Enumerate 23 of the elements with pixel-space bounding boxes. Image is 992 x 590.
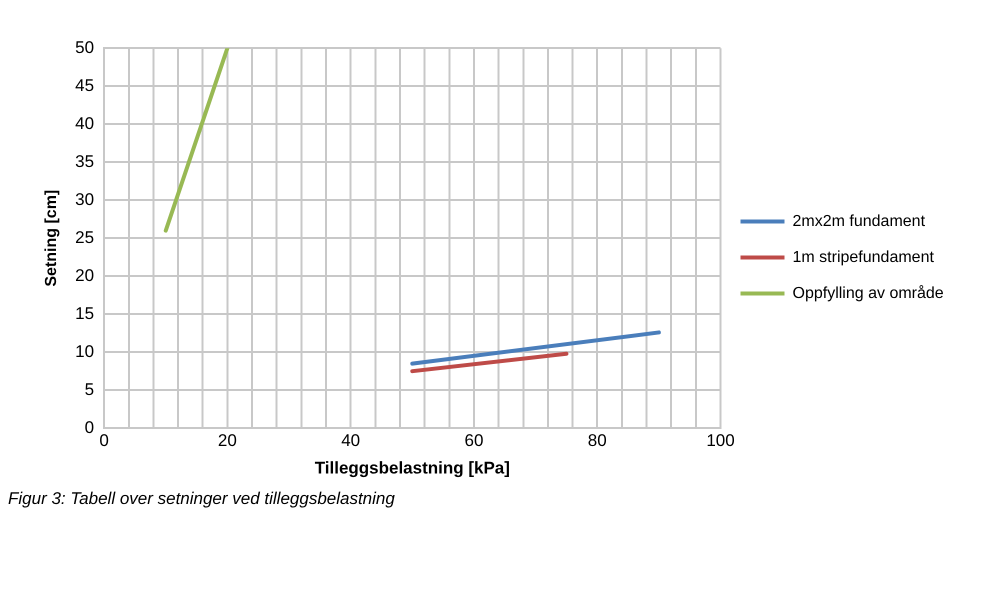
- x-tick-label: 40: [341, 431, 360, 450]
- y-tick-label: 25: [75, 228, 94, 247]
- y-tick-label: 45: [75, 76, 94, 95]
- y-tick-label: 20: [75, 266, 94, 285]
- x-tick-label: 100: [706, 431, 735, 450]
- y-tick-label: 10: [75, 342, 94, 361]
- y-tick-label: 0: [84, 418, 94, 437]
- y-tick-label: 15: [75, 304, 94, 323]
- y-tick-label: 30: [75, 190, 94, 209]
- text: Figur 3: Tabell over setninger ved tilleggsbelastning: [8, 489, 396, 509]
- x-axis-title: Tilleggsbelastning [kPa]: [314, 458, 510, 478]
- y-axis-title: Setning [cm]: [43, 190, 60, 287]
- x-tick-label: 0: [99, 431, 109, 450]
- y-tick-label: 40: [75, 114, 94, 133]
- x-tick-label: 20: [218, 431, 237, 450]
- y-tick-label: 50: [75, 38, 94, 57]
- x-tick-label: 60: [464, 431, 484, 450]
- x-tick-label: 80: [588, 431, 607, 450]
- y-tick-label: 35: [75, 152, 94, 171]
- y-tick-label: 5: [84, 380, 94, 399]
- legend-label: Oppfylling av område: [792, 284, 944, 302]
- legend-label: 1m stripefundament: [792, 248, 934, 266]
- legend-label: 2mx2m fundament: [792, 212, 926, 230]
